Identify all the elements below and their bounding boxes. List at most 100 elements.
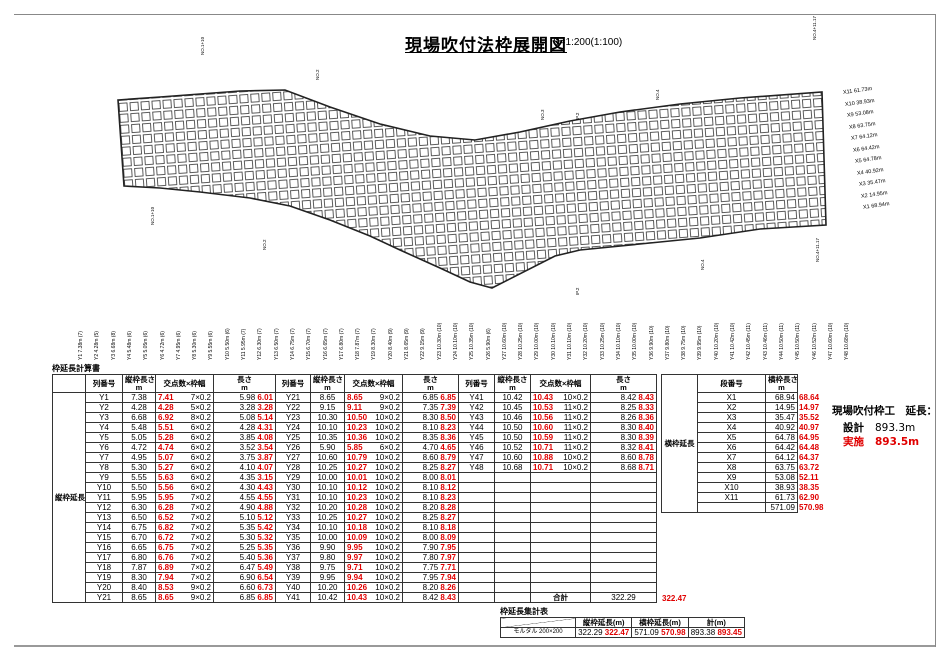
station-label: Y36 9.90m (10) — [648, 325, 655, 360]
cell-id: X9 — [697, 472, 766, 483]
cell-length — [494, 482, 531, 493]
cell-net-design: 8.00 — [422, 473, 441, 482]
station-label: Y13 6.50m (7) — [273, 328, 280, 360]
table-row: Y8 5.30 5.27 6×0.2 4.10 4.07 Y28 10.25 10.27 10×… — [53, 462, 657, 473]
cell-net-design: 4.70 — [422, 443, 441, 452]
cell-actual-length: 10.60 — [533, 423, 554, 432]
cell-length: 10.50 — [494, 432, 531, 443]
cell-length: 5.05 — [122, 432, 156, 443]
cell-net: 8.25 8.27 — [402, 512, 459, 523]
cell-net-design: 5.10 — [239, 513, 258, 522]
cell-formula — [530, 562, 591, 573]
cell-length — [494, 542, 531, 553]
cell-formula-text: 7×0.2 — [190, 513, 211, 522]
cell-formula-text: 10×0.2 — [563, 393, 588, 402]
summary-header: 縦枠延長(m) — [574, 617, 633, 628]
cell-net-design: 4.55 — [239, 493, 258, 502]
cell-net — [590, 472, 657, 483]
cell-net: 8.26 8.36 — [590, 412, 657, 423]
cell-actual-length: 9.94 — [347, 573, 363, 582]
cell-length: 5.48 — [122, 422, 156, 433]
cell-net-design: 8.30 — [422, 413, 441, 422]
cell-formula-text: 7×0.2 — [190, 573, 211, 582]
cell-id: Y17 — [85, 552, 123, 563]
cell-net: 6.85 6.85 — [213, 592, 276, 603]
station-label: Y22 9.15m (9) — [420, 328, 427, 360]
station-label: Y32 10.20m (10) — [583, 322, 590, 360]
cell-id: Y39 — [275, 572, 311, 583]
cell-net-design: 8.30 — [620, 433, 639, 442]
cell-actual-length: 64.37 — [799, 453, 820, 462]
cell-id: Y1 — [85, 392, 123, 403]
cell-id: Y15 — [85, 532, 123, 543]
cell-formula: 10.43 10×0.2 — [344, 592, 403, 603]
cell-formula: 10.18 10×0.2 — [344, 522, 403, 533]
cell-net-design: 8.20 — [422, 503, 441, 512]
cell-id: Y29 — [275, 472, 311, 483]
actual-length: 実施 893.5m — [843, 434, 919, 449]
station-label: Y31 10.10m (10) — [567, 322, 573, 360]
cell-formula: 6.52 7×0.2 — [155, 512, 214, 523]
station-label: Y26 5.90m (6) — [485, 328, 492, 360]
drawing-scale: S=1:200(1:100) — [553, 37, 623, 48]
design-value: 893.38 — [690, 628, 718, 637]
cell-actual-length: 63.72 — [799, 463, 820, 472]
cell-length: 9.95 — [310, 572, 345, 583]
cell-id: Y33 — [275, 512, 311, 523]
station-label: Y42 10.45m (11) — [746, 323, 753, 360]
cell-formula — [530, 582, 591, 593]
cell-net: 7.95 7.94 — [402, 572, 459, 583]
cell-net: 5.25 5.35 — [213, 542, 276, 553]
cell-length: 10.68 — [494, 462, 531, 473]
cell-net-actual: 8.79 — [440, 453, 456, 462]
cell-net: 8.20 8.28 — [402, 502, 459, 513]
cell-formula-text: 6×0.2 — [190, 453, 211, 462]
cell-id: Y41 — [458, 392, 495, 403]
cell-length: 6.30 — [122, 502, 156, 513]
header-net: 長さ m — [590, 374, 657, 393]
cell-formula-text: 10×0.2 — [375, 453, 400, 462]
table-row: Y18 7.87 6.89 7×0.2 6.47 5.49 Y38 9.75 9.71 10×0… — [53, 562, 657, 573]
cell-formula: 9.11 9×0.2 — [344, 402, 403, 413]
station-label: Y15 6.70m (7) — [306, 328, 313, 360]
cell-formula-text: 7×0.2 — [190, 563, 211, 572]
cell-id: Y10 — [85, 482, 123, 493]
cell-formula: 8.65 9×0.2 — [155, 592, 214, 603]
cell-length: 10.20 — [310, 582, 345, 593]
header-length: 縦枠長さ m — [122, 374, 156, 393]
cell-net-design: 8.10 — [422, 493, 441, 502]
cell-actual-length: 10.09 — [347, 533, 368, 542]
header-id: 列番号 — [458, 374, 495, 393]
cell-length: 4.72 — [122, 442, 156, 453]
cell-formula: 10.71 11×0.2 — [530, 442, 591, 453]
cell-length: 5.50 — [122, 482, 156, 493]
cell-net-actual: 8.39 — [638, 433, 654, 442]
cell-actual-length: 10.23 — [347, 493, 368, 502]
cell-net: 3.75 3.87 — [213, 452, 276, 463]
cell-formula-text: 10×0.2 — [375, 593, 400, 602]
cell-net-design: 3.52 — [239, 443, 258, 452]
cell-net-actual: 4.88 — [257, 503, 273, 512]
cell-net-actual: 4.08 — [257, 433, 273, 442]
cell-formula-text: 10×0.2 — [375, 583, 400, 592]
cell-net: 8.68 8.71 — [590, 462, 657, 473]
cell-formula-text: 7×0.2 — [190, 393, 211, 402]
cell-formula: 9.71 10×0.2 — [344, 562, 403, 573]
cell-length: 10.25 — [310, 512, 345, 523]
cell-length: 38.93 — [765, 482, 798, 493]
cell-actual-length: 10.71 — [533, 443, 554, 452]
cell-id: Y30 — [275, 482, 311, 493]
cell-actual-length: 64.95 — [799, 433, 820, 442]
cell-net — [590, 572, 657, 583]
cell-id: Y12 — [85, 502, 123, 513]
table-row: Y14 6.75 6.82 7×0.2 5.35 5.42 Y34 10.10 10.18 10… — [53, 522, 657, 533]
cell-id: Y21 — [275, 392, 311, 403]
cell-id: Y27 — [275, 452, 311, 463]
cell-net-design: 4.28 — [239, 423, 258, 432]
cell-formula: 10.56 11×0.2 — [530, 412, 591, 423]
summary-value: 893.38 893.45 — [687, 627, 746, 638]
header-net: 長さ m — [213, 374, 276, 393]
cell-actual-length: 8.65 — [347, 393, 363, 402]
cell-length: 10.35 — [310, 432, 345, 443]
cell-formula-text: 11×0.2 — [563, 403, 588, 412]
